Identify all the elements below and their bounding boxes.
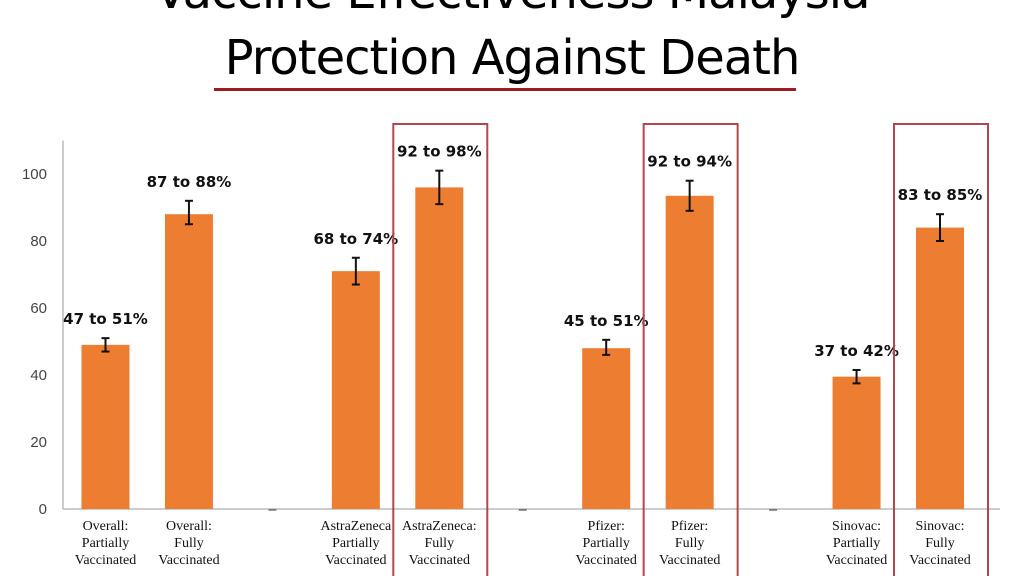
category-label: Vaccinated bbox=[409, 553, 470, 568]
data-label: 87 to 88% bbox=[147, 173, 232, 191]
y-tick-label: 20 bbox=[30, 434, 47, 451]
category-label: Pfizer: bbox=[671, 519, 708, 534]
data-label: 92 to 94% bbox=[647, 153, 732, 171]
category-label: Fully bbox=[675, 536, 705, 551]
y-tick-label: 80 bbox=[30, 233, 47, 250]
category-label: Fully bbox=[174, 536, 204, 551]
data-label: 47 to 51% bbox=[63, 310, 148, 328]
y-tick-label: 100 bbox=[22, 166, 47, 183]
highlight-box bbox=[893, 123, 989, 576]
category-label: Vaccinated bbox=[659, 553, 720, 568]
category-label: Partially bbox=[332, 536, 379, 551]
category-label: Partially bbox=[833, 536, 880, 551]
category-label: Sinovac: bbox=[916, 519, 965, 534]
subtitle-underline bbox=[214, 88, 796, 91]
bar bbox=[665, 195, 714, 509]
category-label: Vaccinated bbox=[575, 553, 636, 568]
y-tick-label: 0 bbox=[39, 501, 47, 518]
highlight-box bbox=[642, 123, 739, 576]
bar bbox=[916, 227, 964, 509]
bar bbox=[832, 376, 881, 509]
category-label: Partially bbox=[82, 536, 129, 551]
category-label: Overall: bbox=[166, 519, 212, 534]
highlight-box bbox=[392, 123, 489, 576]
y-tick-label: 60 bbox=[30, 300, 47, 317]
data-label: 45 to 51% bbox=[564, 312, 649, 330]
bar bbox=[331, 271, 380, 509]
data-label: 83 to 85% bbox=[898, 186, 983, 204]
y-tick-label: 40 bbox=[30, 367, 47, 384]
category-label: Vaccinated bbox=[325, 553, 386, 568]
category-label: Vaccinated bbox=[826, 553, 887, 568]
category-label: Fully bbox=[925, 536, 955, 551]
bar bbox=[164, 214, 213, 509]
bar bbox=[415, 187, 464, 509]
data-label: 92 to 98% bbox=[397, 143, 482, 161]
category-label: Pfizer: bbox=[588, 519, 625, 534]
category-label: Overall: bbox=[83, 519, 129, 534]
category-label: AstraZeneca: bbox=[402, 519, 477, 534]
category-label: Vaccinated bbox=[909, 553, 970, 568]
data-label: 37 to 42% bbox=[814, 342, 899, 360]
bar bbox=[81, 344, 130, 509]
bar bbox=[582, 348, 631, 509]
category-label: Vaccinated bbox=[158, 553, 219, 568]
category-label: AstraZeneca bbox=[320, 519, 392, 534]
category-label: Partially bbox=[582, 536, 629, 551]
category-label: Vaccinated bbox=[75, 553, 136, 568]
category-label: Sinovac: bbox=[832, 519, 881, 534]
category-label: Fully bbox=[425, 536, 455, 551]
data-label: 68 to 74% bbox=[313, 230, 398, 248]
chart-title: Vaccine Effectiveness Malaysia bbox=[0, 0, 1024, 20]
chart-subtitle: Protection Against Death bbox=[224, 30, 801, 86]
